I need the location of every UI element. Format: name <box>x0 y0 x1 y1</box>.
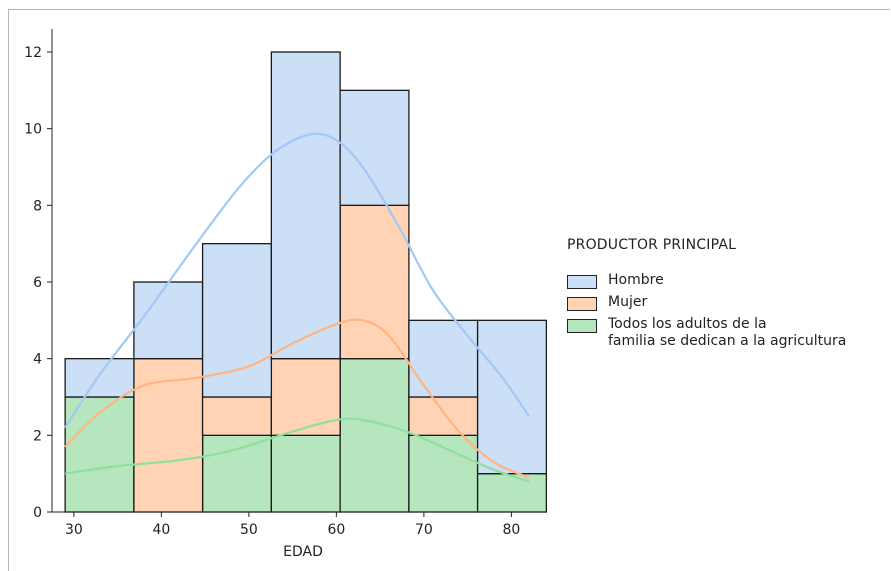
legend-item-todos: Todos los adultos de la familia se dedic… <box>567 316 846 350</box>
x-tick-label: 70 <box>415 522 433 538</box>
bar-hombre-bin-6 <box>408 319 479 398</box>
bar-mujer-bin-5 <box>339 204 410 360</box>
bar-todos-bin-4 <box>270 434 341 513</box>
axes: 0 2 4 6 8 10 12 30 40 50 60 70 80 <box>24 29 542 538</box>
y-tick-label: 12 <box>24 45 42 61</box>
bar-hombre-bin-5 <box>339 89 410 206</box>
y-tick-label: 2 <box>33 428 42 444</box>
kde-layer <box>64 132 530 483</box>
bars-layer <box>64 51 548 513</box>
x-tick-label: 80 <box>502 522 520 538</box>
bar-mujer-bin-4 <box>270 358 341 436</box>
y-tick-label: 4 <box>33 352 42 368</box>
legend-item-mujer: Mujer <box>567 294 846 311</box>
legend-title: PRODUCTOR PRINCIPAL <box>567 237 737 253</box>
bar-mujer-bin-6 <box>408 396 479 436</box>
legend-swatch-todos <box>567 319 597 333</box>
y-tick-label: 6 <box>33 275 42 291</box>
legend-swatch-mujer <box>567 297 597 311</box>
legend: PRODUCTOR PRINCIPAL Hombre Mujer Todos l… <box>567 237 846 355</box>
bar-hombre-bin-2 <box>133 281 204 360</box>
kde-line-hombre <box>64 132 530 429</box>
x-tick-label: 60 <box>327 522 345 538</box>
y-tick-label: 10 <box>24 122 42 138</box>
bar-hombre-bin-3 <box>201 243 273 398</box>
chart-frame <box>8 9 890 571</box>
legend-swatch-hombre <box>567 275 597 289</box>
bar-todos-bin-3 <box>201 434 273 513</box>
bar-hombre-bin-1 <box>64 358 135 398</box>
legend-label-hombre: Hombre <box>608 272 664 288</box>
x-tick-label: 50 <box>240 522 258 538</box>
y-tick-label: 8 <box>33 198 42 214</box>
bar-todos-bin-1 <box>64 396 135 513</box>
bar-hombre-bin-4 <box>270 51 341 360</box>
bar-hombre-bin-7 <box>476 319 548 475</box>
bar-todos-bin-5 <box>339 358 410 513</box>
legend-label-mujer: Mujer <box>608 294 648 310</box>
x-tick-label: 40 <box>152 522 170 538</box>
legend-item-hombre: Hombre <box>567 272 846 289</box>
x-tick-label: 30 <box>65 522 83 538</box>
kde-line-mujer <box>64 318 530 479</box>
y-tick-label: 0 <box>33 505 42 521</box>
bar-todos-bin-7 <box>476 473 548 513</box>
bar-mujer-bin-3 <box>201 396 273 436</box>
legend-label-todos: Todos los adultos de la familia se dedic… <box>608 316 847 349</box>
kde-line-todos <box>64 417 530 483</box>
x-axis-title: EDAD <box>283 544 323 560</box>
